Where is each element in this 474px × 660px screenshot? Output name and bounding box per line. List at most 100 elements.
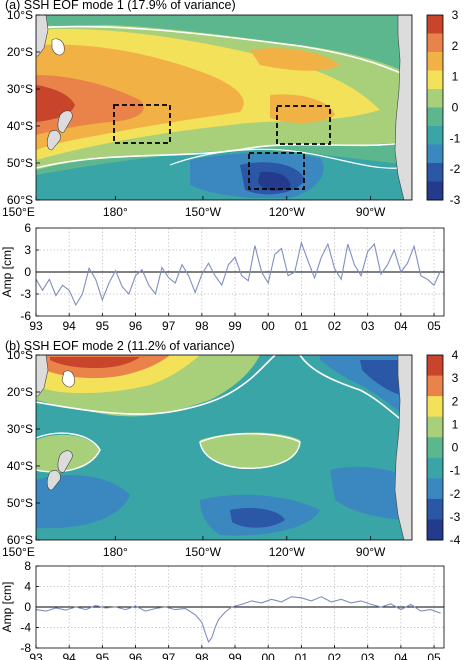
lat-tick-label: 20°S [7, 385, 33, 399]
panel-a-title: (a) SSH EOF mode 1 (17.9% of variance) [5, 0, 236, 12]
x-tick-label: 97 [162, 651, 176, 660]
lat-tick-label: 20°S [7, 45, 33, 59]
lon-tick-label: 120°W [269, 545, 306, 559]
colorbar-segment [427, 107, 443, 127]
map-a [35, 14, 413, 201]
colorbar-tick-label: -1 [450, 131, 461, 145]
x-tick-label: 93 [29, 319, 43, 333]
lat-tick-label: 10°S [7, 348, 33, 362]
map-b [35, 354, 413, 541]
panel-b-title: (b) SSH EOF mode 2 (11.2% of variance) [5, 339, 235, 353]
lon-tick-label: 90°W [356, 545, 386, 559]
y-tick-label: -4 [20, 621, 31, 635]
y-tick-label: 8 [24, 559, 31, 573]
lat-tick-label: 60°S [7, 533, 33, 547]
colorbar-segment [427, 478, 443, 500]
colorbar-frame [426, 14, 444, 201]
colorbar-segment [427, 126, 443, 145]
x-tick-label: 95 [96, 651, 110, 660]
lon-tick-label: 150°E [2, 545, 35, 559]
colorbar-tick-label: -1 [450, 464, 461, 478]
colorbar-tick-label: 0 [452, 441, 459, 455]
lat-tick-label: 30°S [7, 422, 33, 436]
lon-tick-label: 150°W [185, 545, 222, 559]
colorbar-segment [427, 89, 443, 108]
colorbar-tick-label: -2 [450, 162, 461, 176]
x-tick-label: 96 [129, 651, 143, 660]
colorbar-segment [427, 396, 443, 418]
x-tick-label: 03 [361, 651, 375, 660]
x-tick-label: 02 [328, 651, 342, 660]
x-tick-label: 99 [228, 319, 242, 333]
x-tick-label: 93 [29, 651, 43, 660]
colorbar-segment [427, 52, 443, 71]
colorbar-tick-label: -2 [450, 487, 461, 501]
lat-tick-label: 40°S [7, 459, 33, 473]
colorbar-segment [427, 519, 443, 541]
series-line [35, 240, 442, 307]
colorbar-segment [427, 33, 443, 53]
colorbar-tick-label: -3 [450, 193, 461, 207]
y-tick-label: 0 [24, 265, 31, 279]
colorbar-tick-label: 3 [452, 8, 459, 22]
x-tick-label: 04 [394, 319, 408, 333]
colorbar-tick-label: 4 [452, 348, 459, 362]
x-tick-label: 02 [328, 319, 342, 333]
lon-tick-label: 180° [103, 545, 128, 559]
plot-frame [35, 565, 445, 649]
y-tick-label: 6 [24, 221, 31, 235]
lon-tick-label: 150°W [185, 205, 222, 219]
x-tick-label: 99 [228, 651, 242, 660]
plot-frame [35, 227, 445, 317]
colorbar-tick-label: 2 [452, 394, 459, 408]
colorbar-tick-label: 2 [452, 39, 459, 53]
colorbar-segment [427, 181, 443, 201]
colorbar-segment [427, 457, 443, 479]
lon-tick-label: 180° [103, 205, 128, 219]
x-tick-label: 94 [62, 651, 76, 660]
y-tick-label: -3 [20, 287, 31, 301]
colorbar-segment [427, 375, 443, 397]
x-tick-label: 01 [295, 319, 309, 333]
x-tick-label: 05 [427, 651, 441, 660]
colorbar-frame [426, 354, 444, 541]
y-axis-label: Amp [cm] [0, 247, 14, 298]
x-tick-label: 98 [195, 319, 209, 333]
colorbar-segment [427, 437, 443, 459]
colorbar-segment [427, 416, 443, 438]
lon-tick-label: 150°E [2, 205, 35, 219]
lat-tick-label: 30°S [7, 82, 33, 96]
x-tick-label: 00 [262, 651, 276, 660]
colorbar-segment [427, 355, 443, 377]
lat-tick-label: 40°S [7, 119, 33, 133]
colorbar-tick-label: -4 [450, 533, 461, 547]
y-tick-label: 4 [24, 580, 31, 594]
colorbar-segment [427, 15, 443, 34]
x-tick-label: 05 [427, 319, 441, 333]
y-tick-label: -6 [20, 309, 31, 323]
x-tick-label: 97 [162, 319, 176, 333]
x-tick-label: 96 [129, 319, 143, 333]
lat-tick-label: 50°S [7, 156, 33, 170]
lat-tick-label: 10°S [7, 8, 33, 22]
colorbar-tick-label: 0 [452, 101, 459, 115]
x-tick-label: 94 [62, 319, 76, 333]
lat-tick-label: 50°S [7, 496, 33, 510]
y-axis-label: Amp [cm] [0, 582, 14, 633]
x-tick-label: 04 [394, 651, 408, 660]
lat-tick-label: 60°S [7, 193, 33, 207]
x-tick-label: 98 [195, 651, 209, 660]
y-tick-label: 0 [24, 600, 31, 614]
colorbar-segment [427, 70, 443, 90]
x-tick-label: 01 [295, 651, 309, 660]
lon-tick-label: 120°W [269, 205, 306, 219]
x-tick-label: 03 [361, 319, 375, 333]
colorbar-segment [427, 163, 443, 182]
colorbar-tick-label: 3 [452, 371, 459, 385]
lon-tick-label: 90°W [356, 205, 386, 219]
colorbar-segment [427, 498, 443, 520]
colorbar-tick-label: -3 [450, 510, 461, 524]
colorbar-tick-label: 1 [452, 417, 459, 431]
y-tick-label: 3 [24, 243, 31, 257]
